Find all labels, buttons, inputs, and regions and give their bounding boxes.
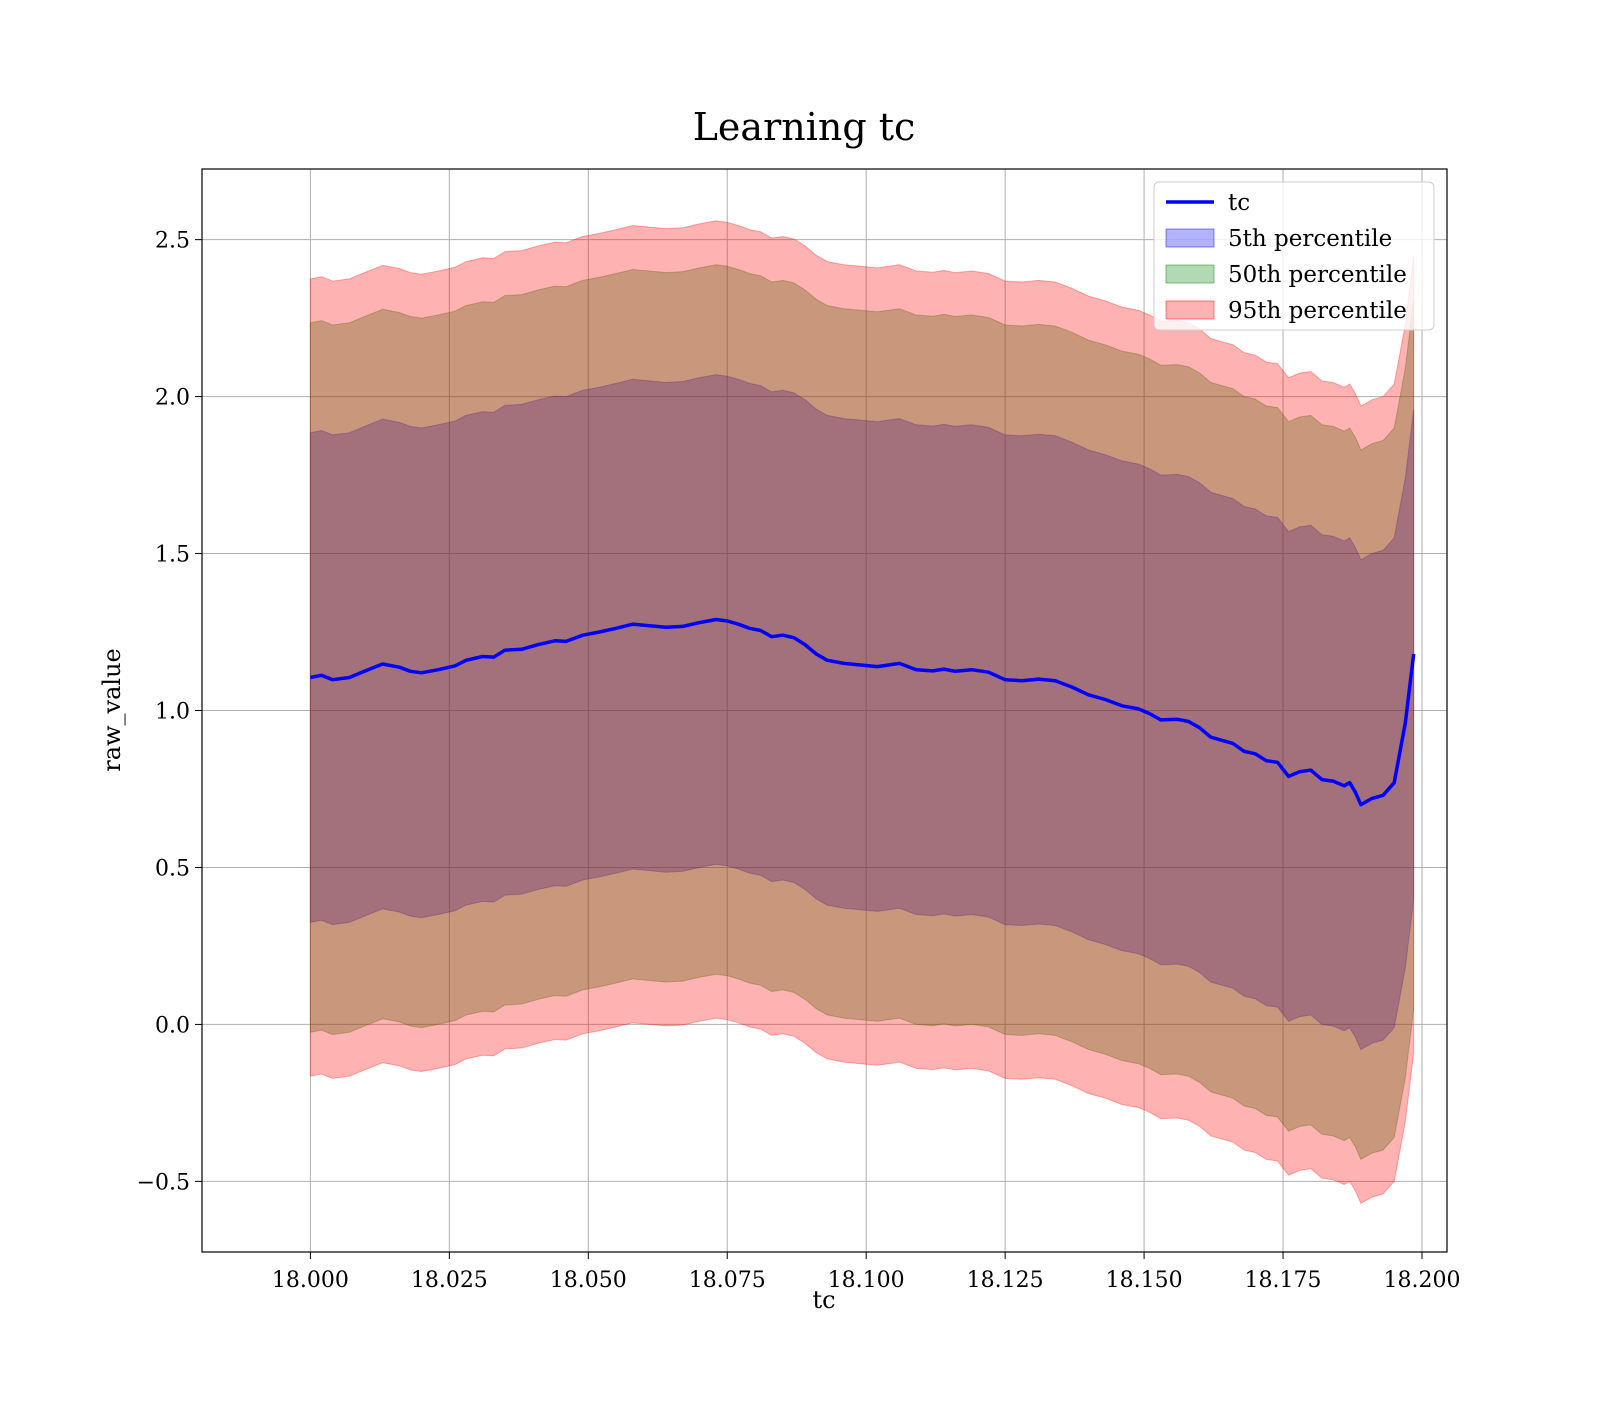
legend-patch-swatch [1165,300,1215,320]
y-tick-label: 1.5 [155,543,190,568]
x-tick-label: 18.050 [550,1268,627,1293]
band-95th-percentile [309,220,1415,1205]
x-tick-label: 18.200 [1383,1268,1460,1293]
series-line-tc [310,617,1416,807]
y-axis-ticks: −0.5 0.0 0.5 1.0 1.5 2.0 2.5 [137,229,202,1195]
legend-label: 50th percentile [1228,262,1407,288]
x-tick-label: 18.000 [272,1268,349,1293]
band-50th-percentile [309,264,1415,1161]
y-tick-label: 1.0 [155,700,190,725]
series-lines [310,617,1416,807]
x-tick-label: 18.100 [828,1268,905,1293]
x-tick-label: 18.150 [1106,1268,1183,1293]
y-tick-label: 0.0 [155,1013,190,1038]
legend-label: tc [1228,190,1250,216]
x-tick-label: 18.025 [411,1268,488,1293]
y-tick-label: 2.0 [155,386,190,411]
legend-box [1153,181,1435,331]
legend-label: 95th percentile [1228,298,1407,324]
y-tick-label: −0.5 [137,1170,190,1195]
x-axis-ticks: 18.000 18.025 18.050 18.075 18.100 18.125 18.1… [272,1252,1460,1293]
y-tick-label: 2.5 [155,229,190,254]
legend: tc 5th percentile 50th percentile 95th perc… [1153,181,1435,331]
y-axis-label: raw_value [98,648,126,772]
y-tick-label: 0.5 [155,856,190,881]
percentile-bands [309,220,1415,1205]
grid-layer [202,169,1447,1252]
legend-patch-swatch [1165,228,1215,248]
legend-patch-swatch [1165,264,1215,284]
legend-label: 5th percentile [1228,226,1392,252]
x-axis-label: tc [812,1286,835,1314]
x-tick-label: 18.125 [967,1268,1044,1293]
x-tick-label: 18.175 [1245,1268,1322,1293]
chart-title: Learning tc [693,105,916,149]
x-tick-label: 18.075 [689,1268,766,1293]
band-5th-percentile [309,374,1415,1051]
